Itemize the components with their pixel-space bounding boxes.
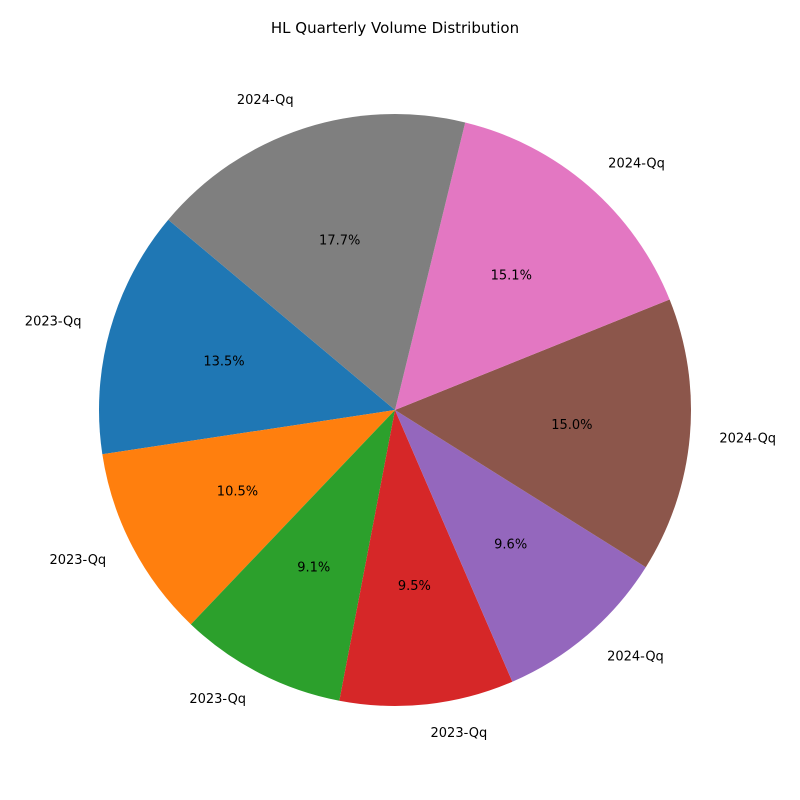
slice-label-5: 2024-Qq <box>607 650 664 665</box>
pie-slice-8 <box>168 114 466 411</box>
pie-slices <box>98 114 691 707</box>
slice-percent-6: 15.0% <box>551 418 592 433</box>
pie-slice-6 <box>395 299 691 568</box>
pie-slice-2 <box>102 410 395 625</box>
slice-percent-8: 17.7% <box>319 234 360 249</box>
slice-percent-3: 9.1% <box>297 560 330 575</box>
slice-label-7: 2024-Qq <box>608 156 665 171</box>
slice-percent-5: 9.6% <box>494 537 527 552</box>
slice-label-8: 2024-Qq <box>237 93 294 108</box>
chart-title: HL Quarterly Volume Distribution <box>271 19 519 37</box>
slice-label-4: 2023-Qq <box>431 726 488 741</box>
slice-percent-2: 10.5% <box>217 485 258 500</box>
slice-label-2: 2023-Qq <box>49 553 106 568</box>
slice-percent-1: 13.5% <box>203 354 244 369</box>
slice-label-1: 2023-Qq <box>25 314 82 329</box>
pie-slice-3 <box>190 410 395 701</box>
pie-slice-5 <box>395 410 646 682</box>
slice-label-6: 2024-Qq <box>719 431 776 446</box>
pie-slice-4 <box>339 410 513 707</box>
slice-percent-7: 15.1% <box>491 268 532 283</box>
pie-slice-7 <box>395 122 670 410</box>
slice-label-3: 2023-Qq <box>189 692 246 707</box>
slice-percent-4: 9.5% <box>398 579 431 594</box>
pie-labels: 2023-Qq 13.5% 2023-Qq 10.5% 2023-Qq 9.1% 2023-… <box>25 93 776 741</box>
pie-slice-1 <box>98 219 395 455</box>
